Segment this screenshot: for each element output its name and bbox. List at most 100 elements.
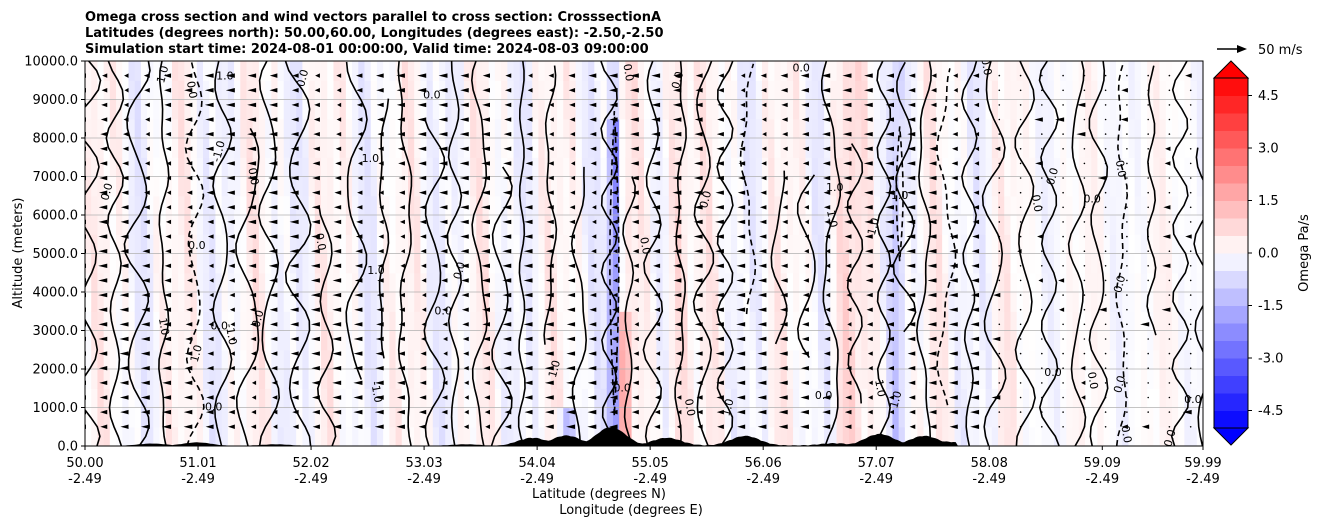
omega-cell xyxy=(960,369,968,389)
omega-cell xyxy=(376,61,384,81)
omega-cell xyxy=(786,369,794,389)
omega-cell xyxy=(743,176,751,197)
omega-cell xyxy=(1153,176,1161,197)
omega-cell xyxy=(730,138,738,158)
omega-cell xyxy=(581,195,589,216)
omega-cell xyxy=(675,234,682,255)
wind-vector xyxy=(207,205,214,210)
omega-cell xyxy=(1060,253,1067,274)
wind-vector xyxy=(1104,323,1107,326)
omega-cell xyxy=(376,99,384,120)
omega-cell xyxy=(1109,176,1117,197)
omega-cell xyxy=(271,349,279,370)
wind-vector xyxy=(249,307,257,312)
omega-cell xyxy=(308,349,316,370)
omega-cell xyxy=(308,426,316,446)
omega-cell xyxy=(494,349,502,370)
wind-vector xyxy=(953,102,958,108)
omega-cell xyxy=(128,176,136,197)
omega-cell xyxy=(1122,388,1130,409)
omega-cell xyxy=(594,292,602,312)
omega-cell xyxy=(420,157,428,178)
wind-vector xyxy=(1104,89,1107,92)
wind-vector xyxy=(715,351,724,356)
wind-vector xyxy=(1104,191,1107,194)
omega-cell xyxy=(836,215,844,235)
omega-cell xyxy=(898,388,906,409)
omega-cell xyxy=(861,195,869,216)
omega-cell xyxy=(892,349,900,370)
wind-vector xyxy=(119,380,129,386)
omega-cell xyxy=(1091,138,1099,158)
omega-cell xyxy=(1116,272,1123,293)
wind-vector xyxy=(545,307,554,312)
wind-vector xyxy=(1062,323,1064,326)
omega-cell xyxy=(799,61,807,81)
wind-vector xyxy=(783,161,788,166)
omega-cell xyxy=(153,253,161,274)
wind-vector xyxy=(1041,294,1043,296)
omega-cell xyxy=(519,272,527,293)
omega-cell xyxy=(190,80,198,101)
omega-cell xyxy=(1084,215,1092,235)
omega-cell xyxy=(1022,253,1030,274)
omega-cell xyxy=(681,80,689,101)
wind-vector xyxy=(651,161,661,166)
omega-cell xyxy=(1004,253,1012,274)
omega-cell xyxy=(662,292,670,312)
omega-cell xyxy=(886,215,894,235)
wind-vector xyxy=(526,131,533,137)
omega-cell xyxy=(457,330,465,351)
omega-cell xyxy=(973,426,980,446)
wind-vector xyxy=(545,292,554,298)
wind-vector xyxy=(1147,206,1149,209)
omega-cell xyxy=(482,195,490,216)
omega-cell xyxy=(1084,99,1092,120)
omega-cell xyxy=(861,157,869,178)
omega-cell xyxy=(799,369,807,389)
wind-vector xyxy=(885,88,895,93)
wind-vector xyxy=(927,307,937,312)
omega-cell xyxy=(1004,176,1012,197)
omega-cell xyxy=(532,61,540,81)
omega-cell xyxy=(401,195,409,216)
omega-cell xyxy=(314,292,322,312)
wind-vector xyxy=(570,131,576,137)
wind-vector xyxy=(803,175,809,181)
omega-cell xyxy=(103,234,111,255)
omega-cell xyxy=(699,407,707,428)
omega-cell xyxy=(917,272,925,293)
omega-cell xyxy=(793,195,800,216)
omega-cell xyxy=(979,118,987,139)
wind-vector xyxy=(357,175,363,181)
omega-cell xyxy=(445,253,453,274)
wind-vector xyxy=(119,278,129,283)
omega-cell xyxy=(302,369,310,389)
wind-vector xyxy=(546,234,554,239)
omega-cell xyxy=(718,253,726,274)
omega-cell xyxy=(302,407,310,428)
omega-cell xyxy=(420,369,428,389)
omega-cell xyxy=(203,426,210,446)
omega-cell xyxy=(507,61,515,81)
omega-cell xyxy=(650,369,658,389)
omega-cell xyxy=(985,272,993,293)
wind-vector xyxy=(717,102,724,108)
wind-vector xyxy=(907,366,916,371)
omega-cell xyxy=(159,369,167,389)
wind-vector xyxy=(1019,308,1022,311)
omega-cell xyxy=(743,272,751,293)
wind-vector xyxy=(1147,279,1149,282)
omega-cell xyxy=(712,369,720,389)
omega-cell xyxy=(445,426,453,446)
omega-cell xyxy=(134,61,142,81)
omega-cell xyxy=(513,388,521,409)
omega-cell xyxy=(432,311,440,332)
wind-vector xyxy=(1019,396,1022,399)
omega-cell xyxy=(749,61,757,81)
omega-cell xyxy=(991,157,999,178)
omega-cell xyxy=(1109,388,1117,409)
omega-cell xyxy=(1047,234,1055,255)
omega-cell xyxy=(302,388,310,409)
contour-line xyxy=(739,63,757,315)
